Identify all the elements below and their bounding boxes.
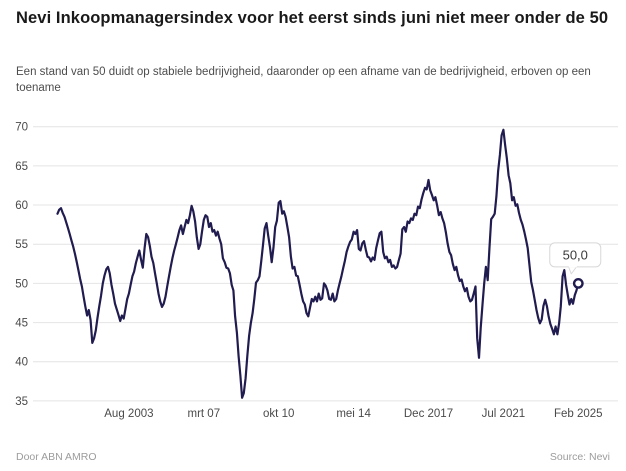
tooltip-value-label: 50,0 (563, 247, 588, 262)
x-tick-label: Aug 2003 (104, 408, 153, 420)
y-tick-label: 60 (15, 200, 28, 212)
pmi-series-line (56, 128, 580, 399)
y-tick-label: 45 (15, 318, 28, 330)
y-tick-label: 50 (15, 278, 28, 290)
x-tick-label: mrt 07 (188, 408, 221, 420)
pmi-series-path (56, 128, 580, 399)
x-tick-label: mei 14 (336, 408, 371, 420)
x-axis-tick-labels: Aug 2003 mrt 07 okt 10 mei 14 Dec 2017 Jul 20… (104, 408, 602, 420)
y-tick-label: 35 (15, 396, 28, 408)
y-tick-label: 70 (15, 122, 28, 134)
x-tick-label: Jul 2021 (482, 408, 525, 420)
x-tick-label: okt 10 (263, 408, 294, 420)
y-tick-label: 65 (15, 161, 28, 173)
last-value-tooltip: 50,0 (549, 242, 602, 275)
last-point-dot (572, 277, 584, 289)
x-tick-label: Dec 2017 (404, 408, 453, 420)
y-tick-label: 40 (15, 357, 28, 369)
footer-source: Source: Nevi (549, 451, 610, 463)
y-tick-label: 55 (15, 239, 28, 251)
footer-credit: Door ABN AMRO (16, 451, 97, 463)
gridlines (33, 126, 618, 402)
page-title: Nevi Inkoopmanagersindex voor het eerst … (16, 9, 609, 27)
page-subtitle: Een stand van 50 duidt op stabiele bedri… (16, 66, 591, 94)
y-axis-tick-labels: 70 65 60 55 50 45 40 35 (15, 122, 28, 408)
x-tick-label: Feb 2025 (554, 408, 603, 420)
last-point-marker (572, 277, 584, 289)
